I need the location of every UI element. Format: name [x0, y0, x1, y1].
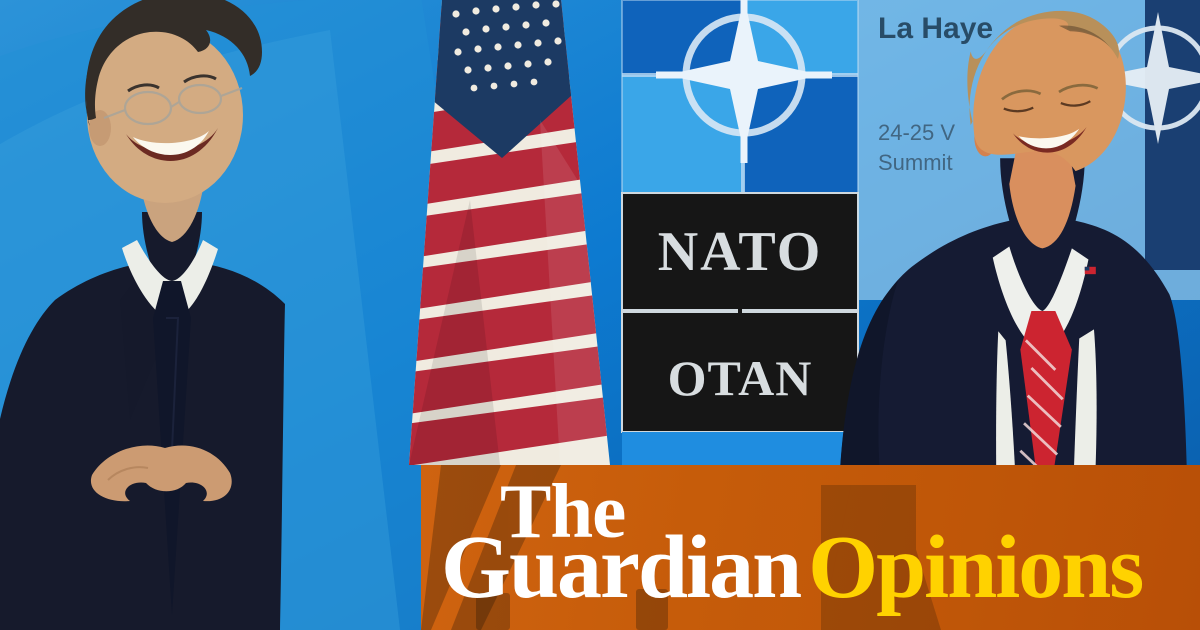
svg-text:NATO: NATO [658, 221, 823, 283]
svg-text:Summit: Summit [878, 150, 953, 175]
svg-text:La Haye: La Haye [878, 12, 993, 45]
svg-text:OTAN: OTAN [668, 350, 813, 406]
svg-text:24-25 V: 24-25 V [878, 120, 955, 145]
